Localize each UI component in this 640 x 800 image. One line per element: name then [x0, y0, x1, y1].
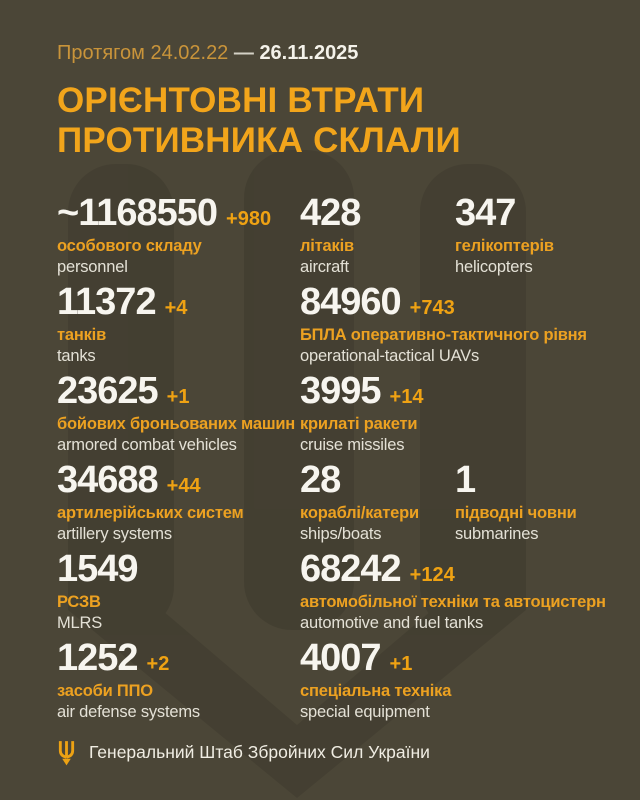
stat-delta: +2: [146, 652, 170, 675]
stat-label-en: air defense systems: [57, 703, 200, 722]
footer-org-name: Генеральний Штаб Збройних Сил України: [89, 742, 430, 762]
stat-special-equipment: 4007 +1 спеціальна техніка special equipm…: [300, 636, 616, 728]
stat-value: 1: [455, 458, 476, 501]
header: Протягом 24.02.22 — 26.11.2025 ОРІЄНТОВН…: [0, 0, 640, 162]
stat-label-en: automotive and fuel tanks: [300, 614, 484, 633]
stat-value: 23625: [57, 369, 159, 412]
stat-label-ua: засоби ППО: [57, 682, 153, 701]
stat-label-ua: спеціальна техніка: [300, 682, 452, 701]
stat-delta: +44: [166, 474, 201, 497]
stat-value: 347: [455, 191, 516, 234]
stat-label-ua: крилаті ракети: [300, 415, 418, 434]
stat-automotive: 68242 +124 автомобільної техніки та автоц…: [300, 547, 616, 639]
stat-label-en: tanks: [57, 347, 96, 366]
stat-label-ua: кораблі/катери: [300, 504, 419, 523]
stat-delta: +1: [389, 652, 413, 675]
page-title-line2: ПРОТИВНИКА СКЛАЛИ: [57, 121, 461, 161]
stat-label-ua: особового складу: [57, 237, 202, 256]
page-title-line1: ОРІЄНТОВНІ ВТРАТИ: [57, 81, 425, 120]
stat-label-en: cruise missiles: [300, 436, 405, 455]
stat-label-ua: літаків: [300, 237, 354, 256]
stat-label-en: special equipment: [300, 703, 430, 722]
stat-label-ua: артилерійських систем: [57, 504, 244, 523]
trident-icon: [58, 740, 75, 765]
stat-value: 4007: [300, 636, 382, 679]
footer: Генеральний Штаб Збройних Сил України: [0, 728, 640, 766]
page-title: ОРІЄНТОВНІ ВТРАТИ ПРОТИВНИКА СКЛАЛИ: [57, 81, 610, 162]
stats-grid: ~1168550 +980 особового складу personnel …: [0, 191, 640, 728]
stat-helicopters: 347 гелікоптерів helicopters: [455, 191, 616, 283]
stat-personnel: ~1168550 +980 особового складу personnel: [57, 191, 300, 283]
stat-label-en: helicopters: [455, 258, 533, 277]
stat-delta: +743: [409, 296, 455, 319]
stat-label-en: submarines: [455, 525, 539, 544]
stat-air-defense: 1252 +2 засоби ППО air defense systems: [57, 636, 300, 728]
stat-label-ua: підводні човни: [455, 504, 577, 523]
stat-delta: +980: [226, 207, 272, 230]
stat-delta: +14: [389, 385, 424, 408]
stat-artillery: 34688 +44 артилерійських систем artillery…: [57, 458, 300, 550]
stat-label-ua: танків: [57, 326, 107, 345]
date-range: Протягом 24.02.22 — 26.11.2025: [57, 42, 610, 65]
stat-mlrs: 1549 РСЗВ MLRS: [57, 547, 300, 639]
stat-delta: +124: [409, 563, 455, 586]
stat-value: 428: [300, 191, 361, 234]
stat-delta: +4: [164, 296, 188, 319]
stat-label-en: artillery systems: [57, 525, 172, 544]
period-label: Протягом 24.02.22: [57, 42, 229, 64]
stat-value: 11372: [57, 280, 157, 323]
report-date: 26.11.2025: [259, 42, 359, 64]
stat-label-ua: бойових броньованих машин: [57, 415, 296, 434]
stat-value: 34688: [57, 458, 159, 501]
stat-value: 68242: [300, 547, 402, 590]
stat-label-ua: БПЛА оперативно-тактичного рівня: [300, 326, 587, 345]
date-dash: —: [233, 42, 254, 64]
stat-value: 3995: [300, 369, 382, 412]
stat-uavs: 84960 +743 БПЛА оперативно-тактичного рів…: [300, 280, 616, 372]
stat-value: 1549: [57, 547, 139, 590]
stat-label-en: ships/boats: [300, 525, 382, 544]
stat-label-en: personnel: [57, 258, 128, 277]
stat-aircraft: 428 літаків aircraft: [300, 191, 455, 283]
stat-value: 1252: [57, 636, 139, 679]
stat-tanks: 11372 +4 танків tanks: [57, 280, 300, 372]
stat-value: 28: [300, 458, 341, 501]
stat-value: 84960: [300, 280, 402, 323]
stat-submarines: 1 підводні човни submarines: [455, 458, 616, 550]
stat-armored-vehicles: 23625 +1 бойових броньованих машин armore…: [57, 369, 300, 461]
stat-label-en: armored combat vehicles: [57, 436, 237, 455]
stat-label-en: MLRS: [57, 614, 103, 633]
stat-value: ~1168550: [57, 191, 218, 234]
stat-cruise-missiles: 3995 +14 крилаті ракети cruise missiles: [300, 369, 616, 461]
stat-label-ua: гелікоптерів: [455, 237, 554, 256]
stat-label-en: aircraft: [300, 258, 349, 277]
stat-ships: 28 кораблі/катери ships/boats: [300, 458, 455, 550]
stat-delta: +1: [166, 385, 190, 408]
stat-label-en: operational-tactical UAVs: [300, 347, 480, 366]
stat-label-ua: автомобільної техніки та автоцистерн: [300, 593, 606, 612]
stat-label-ua: РСЗВ: [57, 593, 101, 612]
